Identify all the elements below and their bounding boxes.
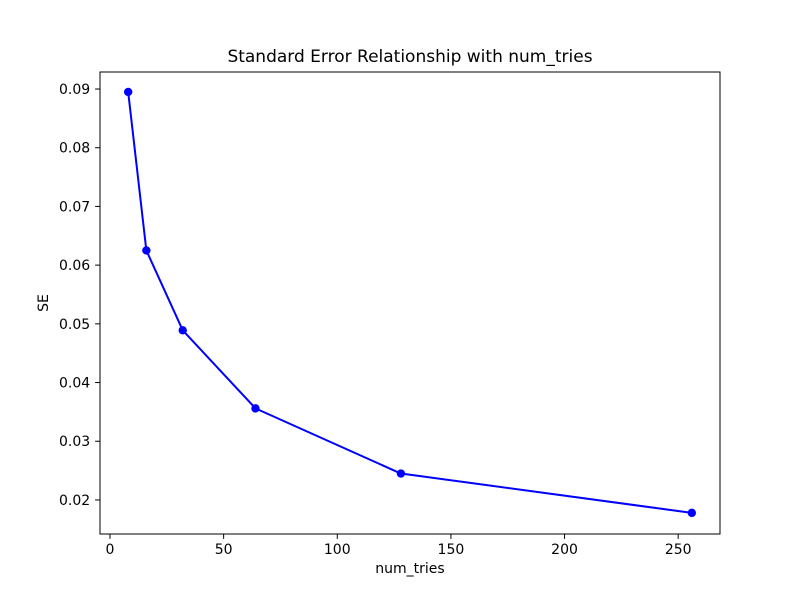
x-axis-label: num_tries: [375, 561, 444, 577]
y-tick-label: 0.05: [59, 317, 90, 333]
y-axis-label: SE: [36, 294, 52, 312]
x-tick-label: 250: [665, 542, 692, 558]
chart-title: Standard Error Relationship with num_tri…: [227, 47, 592, 67]
data-point: [251, 404, 260, 413]
y-tick-label: 0.04: [59, 376, 90, 392]
x-tick-label: 200: [551, 542, 578, 558]
y-tick-label: 0.08: [59, 141, 90, 157]
data-point: [396, 469, 406, 478]
x-tick-label: 50: [215, 542, 233, 558]
y-tick-label: 0.09: [59, 82, 90, 98]
data-point: [178, 326, 187, 335]
x-tick-label: 0: [106, 542, 115, 558]
y-tick-label: 0.07: [59, 199, 90, 215]
data-point: [123, 87, 133, 97]
series-line: [127, 90, 693, 514]
y-tick-label: 0.02: [59, 493, 90, 509]
y-tick-label: 0.06: [59, 258, 90, 274]
x-tick-label: 150: [438, 542, 465, 558]
plot-area: 0 50 100 150 200 250 0.02 0.03 0.04 0.05 0.06 0.07 0…: [59, 71, 721, 558]
data-point: [687, 508, 697, 518]
x-tick-label: 100: [324, 542, 351, 558]
y-tick-label: 0.03: [59, 434, 90, 450]
data-point: [142, 246, 151, 255]
plot-frame: [99, 71, 721, 535]
